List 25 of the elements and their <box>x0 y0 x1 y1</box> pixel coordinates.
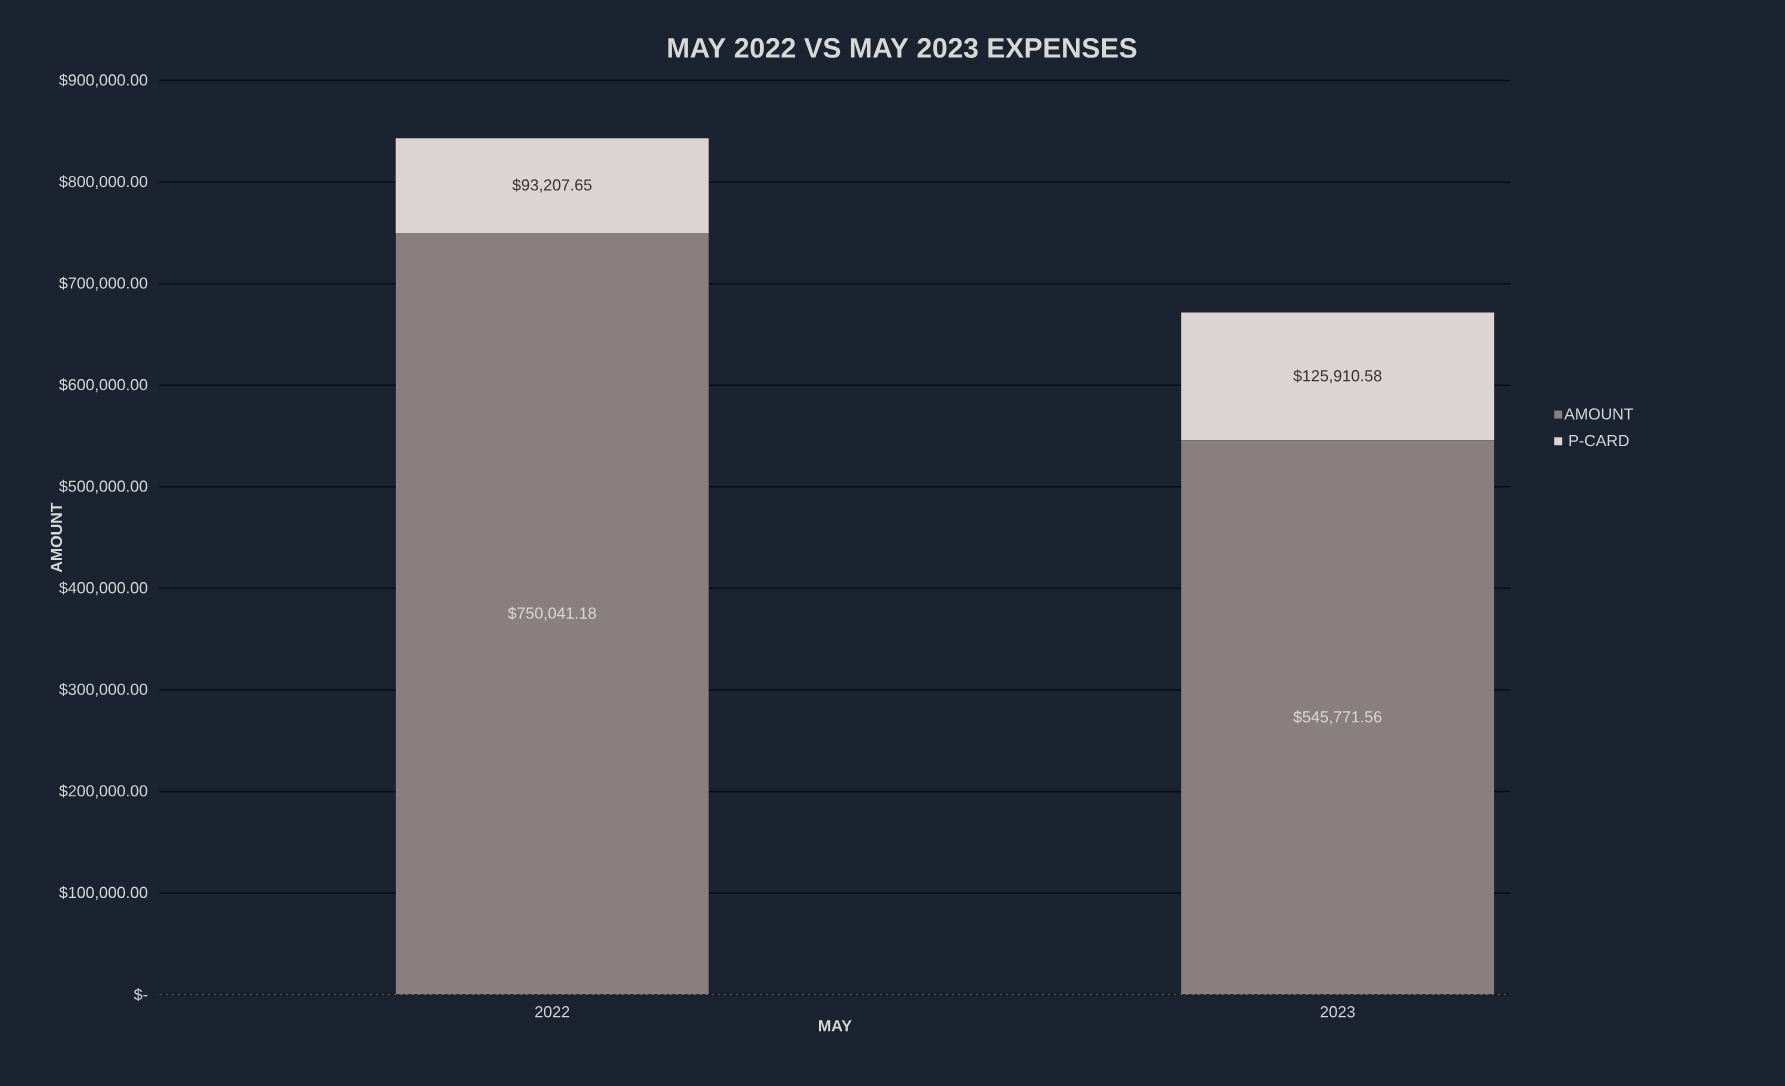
y-tick-label: $800,000.00 <box>59 175 148 190</box>
x-tick-label: 2023 <box>1320 1006 1355 1018</box>
bar <box>395 138 709 233</box>
legend-label: AMOUNT <box>1564 408 1634 420</box>
y-tick-label: $700,000.00 <box>59 276 148 291</box>
data-label: $93,207.65 <box>512 178 592 193</box>
y-tick-label: $- <box>133 988 148 1002</box>
legend-label: P-CARD <box>1569 434 1629 447</box>
y-tick-label: $300,000.00 <box>59 682 148 697</box>
y-tick-label: $500,000.00 <box>59 479 148 494</box>
y-axis-title: AMOUNT <box>50 502 63 573</box>
y-tick-label: $900,000.00 <box>59 73 148 88</box>
x-axis-title: MAY <box>818 1020 852 1032</box>
y-tick-label: $100,000.00 <box>59 886 148 900</box>
y-tick-label: $600,000.00 <box>59 378 148 393</box>
chart-title: MAY 2022 VS MAY 2023 EXPENSES <box>668 38 1137 58</box>
data-label: $545,771.56 <box>1293 710 1382 725</box>
x-tick-label: 2022 <box>535 1006 570 1018</box>
data-label: $125,910.58 <box>1293 369 1382 384</box>
bar <box>1181 440 1495 995</box>
y-tick-label: $200,000.00 <box>59 784 148 799</box>
bar <box>1181 312 1495 441</box>
bar <box>395 232 709 995</box>
y-tick-label: $400,000.00 <box>59 581 148 596</box>
data-label: $750,041.18 <box>507 606 596 621</box>
